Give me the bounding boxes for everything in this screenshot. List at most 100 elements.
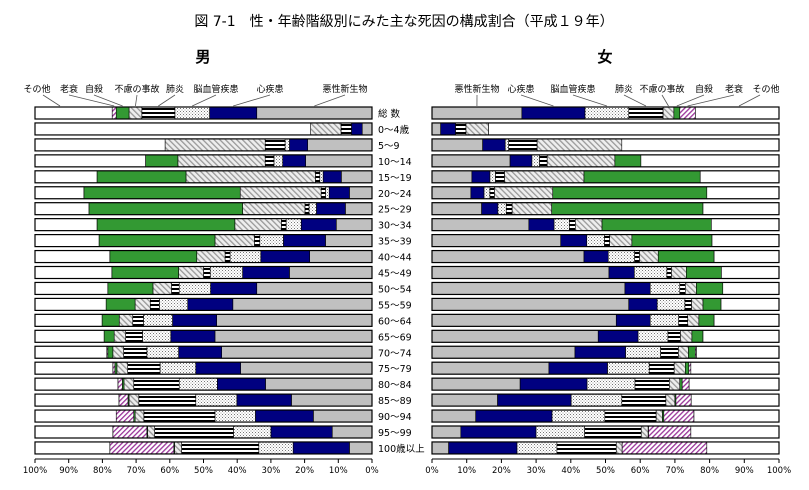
- male-bar-cancer: [291, 393, 373, 407]
- male-bar-cerebrovascular: [209, 266, 243, 279]
- male-bar-accident: [134, 409, 145, 423]
- female-bar-pneumonia: [539, 154, 548, 168]
- male-bar-outline: [34, 234, 373, 248]
- female-bar-pneumonia: [604, 234, 610, 247]
- male-bar-pneumonia: [138, 393, 197, 407]
- female-bar-pneumonia: [634, 250, 640, 263]
- female-bar-cancer: [431, 345, 576, 359]
- male-bar-cancer: [307, 138, 373, 152]
- male-bar-cerebrovascular: [273, 154, 283, 168]
- male-bar-suicide: [107, 345, 114, 359]
- female-bar-outline: [431, 106, 780, 120]
- female-bar-pneumonia: [634, 377, 670, 391]
- female-bar-other: [696, 345, 780, 359]
- female-bar-accident: [669, 377, 681, 391]
- female-bar-heart-disease: [440, 122, 456, 136]
- female-bar-outline: [431, 425, 780, 439]
- male-bar-heart-disease: [270, 425, 333, 439]
- male-bar-pneumonia: [149, 298, 160, 311]
- male-bar-cancer: [265, 377, 373, 391]
- female-bar-cancer: [431, 122, 441, 136]
- female-bar-cerebrovascular: [504, 138, 509, 152]
- female-bar-suicide: [691, 329, 704, 343]
- female-bar-heart-disease: [624, 282, 651, 295]
- female-bar-heart-disease: [475, 409, 553, 423]
- female-bar-suicide: [685, 361, 690, 375]
- female-tick-label: 100%: [767, 466, 791, 476]
- legend-female-cancer: 悪性新生物: [454, 83, 499, 95]
- female-bar-pneumonia: [667, 329, 681, 343]
- female-bar-cerebrovascular: [649, 282, 681, 295]
- female-bar-outline: [431, 393, 780, 407]
- male-bar-outline: [34, 202, 373, 216]
- female-bar-pneumonia: [584, 425, 642, 439]
- female-tick-label: 0%: [425, 466, 439, 476]
- male-bar-pneumonia: [125, 329, 143, 343]
- female-bar-senility: [688, 361, 692, 375]
- male-tick-label: 40%: [228, 466, 247, 476]
- male-bar-other: [34, 329, 105, 343]
- male-bar-cerebrovascular: [142, 329, 172, 343]
- male-tick-label: 50%: [194, 466, 213, 476]
- male-panel-title: 男: [195, 48, 210, 66]
- female-bar-other: [702, 202, 780, 215]
- female-bar-cerebrovascular: [649, 314, 680, 327]
- female-bar-accident: [662, 106, 675, 120]
- female-bar-other: [693, 409, 780, 423]
- male-bar-senility: [112, 361, 116, 375]
- row-label: 総 数: [378, 108, 401, 120]
- male-bar-other: [34, 298, 107, 311]
- male-bar-cancer: [256, 106, 373, 120]
- male-bar-cerebrovascular: [174, 106, 210, 120]
- male-bar-cerebrovascular: [178, 282, 211, 295]
- female-bar-pneumonia: [684, 298, 692, 311]
- male-bar-cancer: [361, 122, 373, 136]
- legend-male-cancer: 悪性新生物: [322, 83, 367, 95]
- female-bar-cerebrovascular: [551, 409, 606, 423]
- female-bar-accident: [494, 186, 554, 200]
- male-bar-heart-disease: [351, 122, 363, 136]
- male-bar-outline: [34, 106, 373, 120]
- female-bar-outline: [431, 122, 780, 136]
- male-bar-cancer: [256, 282, 373, 295]
- female-bar-cerebrovascular: [570, 393, 623, 407]
- legend-male-pneumonia: 肺炎: [166, 84, 184, 95]
- female-bar-cerebrovascular: [553, 218, 570, 231]
- male-bar-cerebrovascular: [258, 441, 294, 455]
- female-tick-label: 10%: [457, 466, 476, 476]
- female-bar-cancer: [431, 266, 610, 279]
- row-label: 20～24: [378, 189, 412, 200]
- female-bar-pneumonia: [508, 138, 538, 152]
- legend-leader-line: [687, 94, 735, 107]
- female-bar-accident: [465, 122, 489, 136]
- male-bar-cancer: [345, 202, 373, 215]
- female-bar-outline: [431, 377, 780, 391]
- male-bar-cerebrovascular: [159, 361, 197, 375]
- male-bar-pneumonia: [171, 282, 180, 295]
- female-bar-cerebrovascular: [535, 425, 585, 439]
- female-bar-outline: [431, 234, 780, 248]
- male-bar-pneumonia: [340, 122, 352, 136]
- female-bar-heart-disease: [448, 441, 518, 455]
- male-bar-heart-disease: [255, 409, 314, 423]
- female-bar-heart-disease: [548, 361, 608, 375]
- female-bar-cerebrovascular: [489, 170, 496, 184]
- female-bar-cancer: [431, 409, 477, 423]
- male-bar-cancer: [240, 361, 373, 375]
- male-bar-cancer: [289, 266, 373, 279]
- female-bar-pneumonia: [666, 266, 672, 279]
- legend-leader-line: [68, 94, 115, 107]
- female-panel-title: 女: [597, 48, 612, 66]
- female-bar-pneumonia: [495, 170, 505, 184]
- male-bar-pneumonia: [203, 266, 211, 279]
- male-bar-other: [34, 250, 111, 263]
- female-tick-label: 40%: [561, 466, 580, 476]
- female-bar-senility: [675, 393, 692, 407]
- male-tick-label: 30%: [261, 466, 280, 476]
- female-bar-senility: [648, 425, 692, 439]
- row-label: 10～14: [378, 157, 412, 168]
- female-bar-senility: [663, 409, 695, 423]
- female-bar-other: [688, 377, 780, 391]
- male-bar-accident: [242, 202, 306, 215]
- male-bar-outline: [34, 281, 373, 296]
